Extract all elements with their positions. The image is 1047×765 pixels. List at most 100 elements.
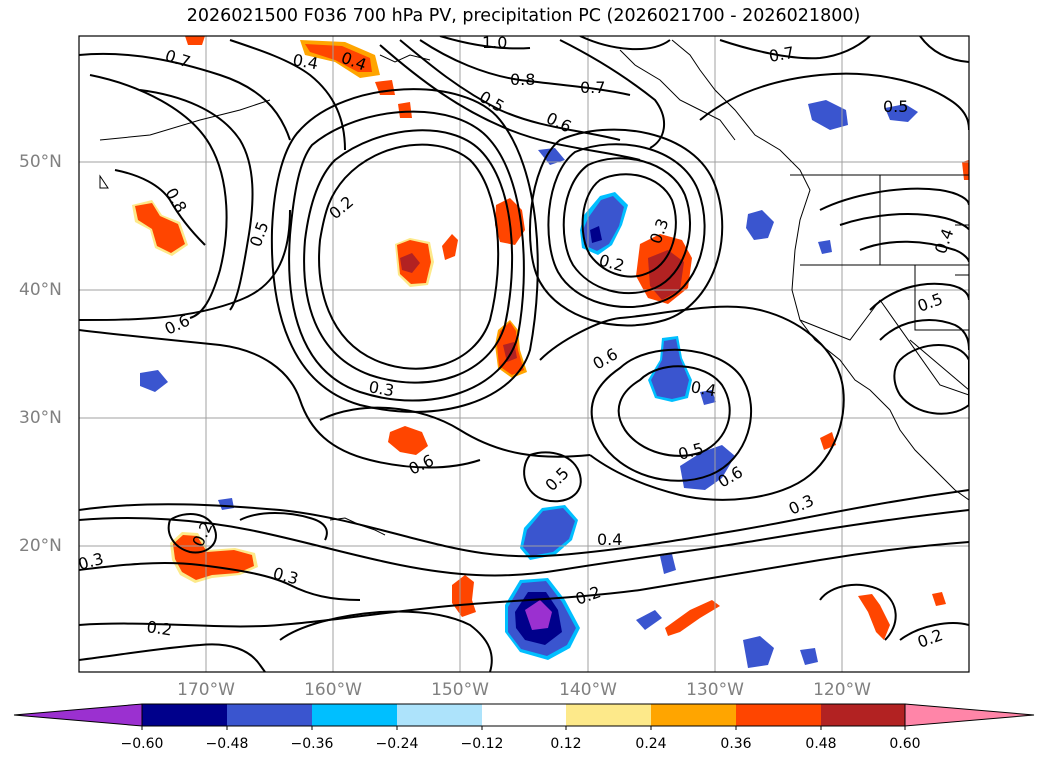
contour-02-east-loop xyxy=(581,173,677,278)
contour-04-east-loop xyxy=(547,143,706,309)
plot-frame xyxy=(78,35,970,673)
precip-neg-north-2 xyxy=(885,104,918,122)
colorbar-tick-label: 0.12 xyxy=(550,736,582,752)
precip-neg-small-3 xyxy=(660,554,676,574)
lon-label: 150°W xyxy=(431,680,489,700)
lon-label: 170°W xyxy=(177,680,235,700)
lat-label: 50°N xyxy=(19,152,62,172)
contour-08-mid xyxy=(419,39,631,96)
colorbar-segment xyxy=(736,704,821,726)
contour-label: 0.2 xyxy=(145,617,173,639)
colorbar-segment xyxy=(566,704,651,726)
colorbar xyxy=(13,703,1035,730)
contour-top-loop xyxy=(579,36,671,51)
contour-05-east-loop xyxy=(528,128,724,327)
contour-03-long xyxy=(79,489,969,558)
contour-east-2 xyxy=(839,213,969,231)
colorbar-tick-label: 0.60 xyxy=(889,736,921,752)
colorbar-segment xyxy=(142,704,227,726)
lon-label: 160°W xyxy=(304,680,362,700)
contour-mid-south xyxy=(279,610,493,672)
contour-06-band-2 xyxy=(319,406,591,458)
precip-blob-south-1 xyxy=(452,575,476,617)
colorbar-segment xyxy=(482,704,566,726)
precip-neg-center-2 xyxy=(648,336,692,402)
colorbar-under-arrow xyxy=(13,703,143,727)
contour-05-mid xyxy=(399,39,621,141)
lat-label: 20°N xyxy=(19,536,62,556)
lon-label: 120°W xyxy=(813,680,871,700)
contour-07-north xyxy=(79,52,291,141)
colorbar-tick-label: 0.36 xyxy=(720,736,752,752)
contour-04-long xyxy=(79,509,969,577)
contour-04-west-loop xyxy=(288,110,525,402)
lon-label: 140°W xyxy=(559,680,617,700)
precip-neg-small-4 xyxy=(636,610,662,630)
colorbar-segment xyxy=(821,704,905,726)
precip-neg-north-1 xyxy=(808,100,848,130)
contour-east-4 xyxy=(869,282,969,311)
contour-label: 0.7 xyxy=(580,78,605,97)
contour-label: 0.8 xyxy=(510,70,535,89)
contour-06-west xyxy=(79,209,291,321)
contour-label: 0.7 xyxy=(767,43,795,66)
colorbar-tick-label: 0.48 xyxy=(805,736,837,752)
contour-label: 0.5 xyxy=(883,97,908,116)
contour-east-3 xyxy=(859,240,969,263)
contour-label: 0.4 xyxy=(689,377,717,400)
contour-label: 1.0 xyxy=(482,33,507,52)
colorbar-tick-label: −0.12 xyxy=(460,736,504,752)
precip-blob-west xyxy=(132,200,188,256)
colorbar-tick-label: −0.24 xyxy=(375,736,419,752)
lat-label: 40°N xyxy=(19,280,62,300)
contour-07-top xyxy=(559,39,665,149)
contour-02-se xyxy=(819,583,897,641)
contour-02-se-2 xyxy=(899,622,969,641)
contour-05-ne xyxy=(699,72,969,131)
coastlines xyxy=(99,39,969,536)
contour-03-west-loop xyxy=(303,129,514,384)
pv-contours xyxy=(79,36,969,672)
precip-neg-north-3 xyxy=(538,148,565,165)
precip-blob-center-1 xyxy=(395,238,434,287)
colorbar-segment xyxy=(227,704,312,726)
precip-neg-small-1 xyxy=(700,390,716,405)
lon-label: 130°W xyxy=(686,680,744,700)
contour-06-band xyxy=(539,305,845,501)
contour-04-ring xyxy=(617,365,731,457)
precip-blob-center-5 xyxy=(388,426,428,455)
contour-02-west-loop xyxy=(318,143,500,370)
colorbar-segment xyxy=(312,704,397,726)
precip-blob-small-2 xyxy=(398,102,412,118)
contour-05-lower xyxy=(523,451,582,503)
colorbar-over-arrow xyxy=(904,703,1035,727)
precip-neg-ne-2 xyxy=(818,240,832,254)
contour-sw-loop xyxy=(167,513,217,554)
contour-label: 0.4 xyxy=(597,530,622,549)
contour-05-ring xyxy=(590,348,753,482)
contour-10 xyxy=(439,36,531,50)
contour-02-sw xyxy=(79,643,266,672)
contour-east-1 xyxy=(819,187,969,211)
colorbar-tick-label: −0.60 xyxy=(120,736,164,752)
contour-02-south xyxy=(79,541,969,628)
colorbar-segment xyxy=(397,704,482,726)
contour-08-west xyxy=(114,169,206,246)
contour-label: 0.4 xyxy=(291,50,319,73)
precip-blob-south-2 xyxy=(665,600,720,636)
precip-blob-ca-coast xyxy=(300,40,380,78)
contour-east-ring xyxy=(893,344,969,415)
contour-05-loop xyxy=(270,88,539,413)
lat-label: 30°N xyxy=(19,408,62,428)
contour-ne-small xyxy=(919,36,969,63)
precip-blob-south-4 xyxy=(932,592,946,606)
precip-neg-center-1 xyxy=(580,192,628,255)
map-title: 2026021500 F036 700 hPa PV, precipitatio… xyxy=(186,6,861,26)
contour-06-mid xyxy=(379,44,641,161)
precip-blob-center-2 xyxy=(442,234,458,260)
precip-neg-ne xyxy=(746,210,774,240)
contour-06-band-3 xyxy=(79,329,481,469)
precip-neg-small-5 xyxy=(743,636,774,668)
contour-sw-wiggle xyxy=(239,512,328,541)
